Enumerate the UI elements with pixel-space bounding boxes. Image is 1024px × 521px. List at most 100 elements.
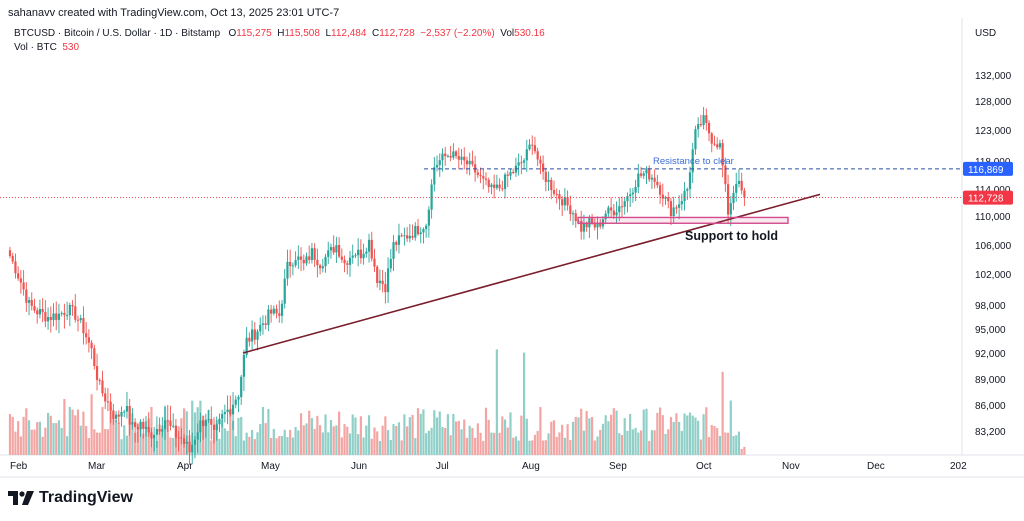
candle-body xyxy=(98,380,101,382)
support-zone-box xyxy=(577,216,789,224)
candle-body xyxy=(642,173,645,176)
resistance-label: Resistance to clear xyxy=(653,156,734,167)
candle-body xyxy=(661,194,664,199)
candle-body xyxy=(199,420,202,433)
volume-bar xyxy=(264,423,267,455)
volume-bar xyxy=(495,349,498,455)
close-label: C xyxy=(371,28,380,39)
volume-bar xyxy=(114,420,118,455)
volume-bar xyxy=(346,426,349,455)
candle-body xyxy=(365,251,368,254)
price-axis-label: 114,000 xyxy=(975,185,1011,196)
volume-bar xyxy=(740,448,743,455)
candle-body xyxy=(188,441,191,453)
candle-body xyxy=(226,409,229,413)
volume-bar xyxy=(650,430,654,455)
volume-bar xyxy=(259,424,262,455)
candle-body xyxy=(634,186,637,193)
volume-bar xyxy=(588,418,591,455)
volume-bar xyxy=(131,413,134,455)
candle-body xyxy=(658,185,662,195)
volume-bar xyxy=(465,437,469,455)
currency-label[interactable]: USD xyxy=(975,28,997,39)
candle-body xyxy=(66,315,69,317)
volume-bar xyxy=(378,440,382,455)
volume-indicator-header[interactable]: Vol · BTC 530 xyxy=(14,42,79,53)
volume-bar xyxy=(386,430,390,455)
time-axis-label: Aug xyxy=(522,461,540,472)
volume-bar xyxy=(743,446,746,455)
price-axis-label: 86,000 xyxy=(975,401,1006,412)
candle-body xyxy=(302,259,305,264)
volume-bar xyxy=(691,415,694,455)
candle-body xyxy=(30,300,33,306)
volume-bar xyxy=(354,417,357,455)
candle-body xyxy=(482,176,485,179)
current-price-badge xyxy=(963,190,1013,205)
volume-bar xyxy=(74,415,77,455)
candle-body xyxy=(694,129,697,150)
price-axis-label: 110,000 xyxy=(975,212,1011,223)
candle-body xyxy=(452,151,455,158)
candle-body xyxy=(46,317,50,322)
candle-body xyxy=(675,207,678,209)
volume-bar xyxy=(324,414,327,455)
volume-bar xyxy=(22,416,25,455)
volume-bar xyxy=(27,420,31,455)
volume-bar xyxy=(158,424,161,455)
volume-bar xyxy=(433,410,436,455)
candle-body xyxy=(278,313,281,316)
candle-body xyxy=(354,255,357,257)
candle-body xyxy=(343,259,346,264)
low-label: L xyxy=(325,28,332,39)
candle-body xyxy=(512,172,515,174)
volume-bar xyxy=(340,437,343,455)
candle-body xyxy=(612,210,615,216)
candle-body xyxy=(316,259,319,266)
candle-body xyxy=(256,331,259,340)
candle-body xyxy=(212,424,216,431)
candle-body xyxy=(406,235,409,239)
volume-bar xyxy=(234,436,237,455)
candle-body xyxy=(376,266,379,284)
price-axis-label: 83,200 xyxy=(975,427,1006,438)
candle-body xyxy=(114,414,118,419)
volume-bar xyxy=(357,434,360,455)
volume-bar xyxy=(343,424,346,455)
volume-bar xyxy=(642,409,645,455)
volume-bar xyxy=(280,435,284,455)
ohlc-header: BTCUSD · Bitcoin / U.S. Dollar · 1D · Bi… xyxy=(14,28,545,39)
volume-bar xyxy=(571,421,575,455)
candle-body xyxy=(193,439,197,445)
candle-body xyxy=(41,308,44,313)
volume-bar xyxy=(735,435,738,455)
candle-body xyxy=(191,444,194,453)
volume-bar xyxy=(678,421,681,455)
symbol-name[interactable]: BTCUSD · Bitcoin / U.S. Dollar · 1D · Bi… xyxy=(14,28,221,39)
candle-body xyxy=(144,426,148,429)
candle-body xyxy=(582,223,586,232)
price-axis-label: 128,000 xyxy=(975,97,1012,108)
candle-body xyxy=(87,337,90,343)
candle-body xyxy=(547,179,550,182)
volume-bar xyxy=(14,431,17,455)
open-value: 115,275 xyxy=(236,28,272,39)
candle-body xyxy=(639,173,643,176)
tradingview-logo[interactable]: TradingView xyxy=(8,489,133,507)
low-value: 112,484 xyxy=(331,28,367,39)
candle-body xyxy=(550,179,553,191)
volume-bar xyxy=(680,430,683,455)
price-axis-label: 123,000 xyxy=(975,126,1012,137)
candle-body xyxy=(153,434,156,439)
price-axis-label: 92,000 xyxy=(975,349,1006,360)
candle-body xyxy=(533,145,537,152)
volume-bar xyxy=(104,429,107,455)
candle-body xyxy=(726,184,730,215)
candle-body xyxy=(221,414,224,419)
trendline xyxy=(242,193,821,354)
candle-body xyxy=(185,441,188,444)
volume-bar xyxy=(501,416,504,455)
candle-body xyxy=(169,420,172,426)
volume-bar xyxy=(297,430,300,455)
